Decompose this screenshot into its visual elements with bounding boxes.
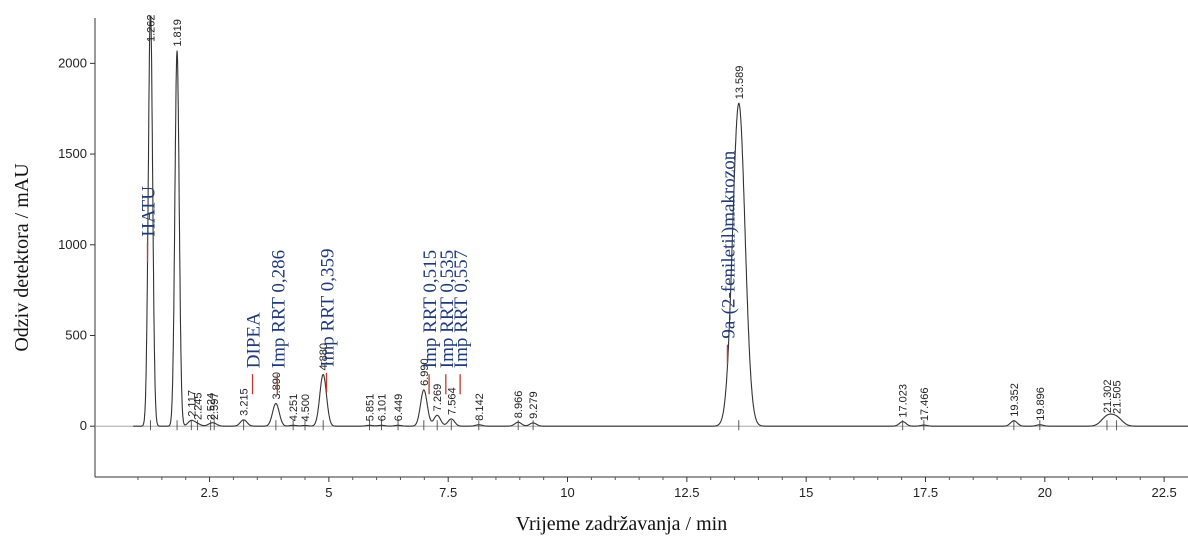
peak-rt-label: 21.302 bbox=[1102, 379, 1114, 413]
x-tick-label: 2.5 bbox=[201, 485, 219, 500]
peak-rt-label: 2.117 bbox=[186, 390, 198, 417]
compound-annotation: Imp RRT 0,359 bbox=[317, 249, 338, 367]
peak-rt-label: 2.245 bbox=[192, 392, 204, 420]
y-tick-label: 2000 bbox=[58, 55, 87, 70]
peak-rt-label: 3.215 bbox=[239, 388, 251, 416]
peak-rt-label: 4.500 bbox=[300, 394, 312, 422]
peak-rt-label: 6.101 bbox=[376, 394, 388, 422]
peak-rt-label: 7.269 bbox=[432, 384, 444, 412]
compound-annotation: HATU bbox=[139, 186, 160, 237]
peak-rt-label: 6.449 bbox=[393, 394, 405, 422]
peak-rt-label: 19.896 bbox=[1035, 387, 1047, 421]
x-tick-label: 12.5 bbox=[674, 485, 699, 500]
y-tick-label: 500 bbox=[65, 327, 87, 342]
peak-rt-label: 4.251 bbox=[288, 394, 300, 422]
peak-rt-label: 5.851 bbox=[364, 394, 376, 422]
x-tick-label: 17.5 bbox=[913, 485, 938, 500]
x-tick-label: 20 bbox=[1038, 485, 1052, 500]
x-tick-label: 7.5 bbox=[439, 485, 457, 500]
peak-rt-label: 7.564 bbox=[446, 387, 458, 415]
compound-annotation: Imp RRT 0,515 bbox=[420, 250, 441, 368]
compound-annotation: Imp RRT 0,535 bbox=[437, 250, 458, 368]
peak-rt-label: 17.466 bbox=[919, 387, 931, 421]
peak-rt-label: 1.819 bbox=[172, 19, 184, 47]
y-tick-label: 0 bbox=[80, 418, 87, 433]
peak-rt-label: 2.524 bbox=[206, 393, 218, 421]
axes: 0 500 1000 1500 2000 2.5 5 7.5 10 12.5 15 17.5 20 22.… bbox=[58, 18, 1188, 500]
peak-rt-label: 17.023 bbox=[898, 384, 910, 418]
x-tick-label: 5 bbox=[325, 485, 332, 500]
y-axis-title: Odziv detektora / mAU bbox=[11, 163, 33, 352]
x-tick-label: 15 bbox=[799, 485, 813, 500]
peak-rt-label: 8.142 bbox=[474, 393, 486, 421]
x-tick-label: 10 bbox=[560, 485, 574, 500]
peak-rt-label: 4.880 bbox=[318, 343, 330, 371]
peak-rt-label: 13.589 bbox=[734, 66, 746, 100]
x-tick-label: 22.5 bbox=[1151, 485, 1176, 500]
annotations: HATU DIPEA Imp RRT 0,286 Imp RRT 0,359 Imp R… bbox=[139, 150, 739, 395]
peak-rt-label: 8.966 bbox=[513, 391, 525, 419]
peak-rt-label: 2.597 bbox=[209, 392, 221, 420]
chromatogram-trace bbox=[133, 15, 1188, 427]
peak-rt-label: 9.279 bbox=[528, 391, 540, 419]
compound-annotation: 9a-(2-feniletil)makrozon bbox=[718, 150, 739, 338]
trace-layer bbox=[133, 15, 1188, 427]
peak-rt-label: 21.505 bbox=[1112, 380, 1124, 414]
y-tick-label: 1000 bbox=[58, 237, 87, 252]
compound-annotation: Imp RRT 0,557 bbox=[451, 250, 472, 368]
peak-labels: 1.2621.8192.1172.2452.5242.5973.2153.890… bbox=[145, 14, 1124, 431]
peak-rt-label: 1.262 bbox=[145, 14, 157, 42]
peak-rt-label: 6.990 bbox=[419, 358, 431, 386]
compound-annotation: Imp RRT 0,286 bbox=[268, 250, 289, 368]
y-tick-label: 1500 bbox=[58, 146, 87, 161]
compound-annotation: DIPEA bbox=[244, 312, 265, 368]
peak-rt-label: 19.352 bbox=[1009, 383, 1021, 417]
x-axis-title: Vrijeme zadržavanja / min bbox=[516, 513, 727, 535]
